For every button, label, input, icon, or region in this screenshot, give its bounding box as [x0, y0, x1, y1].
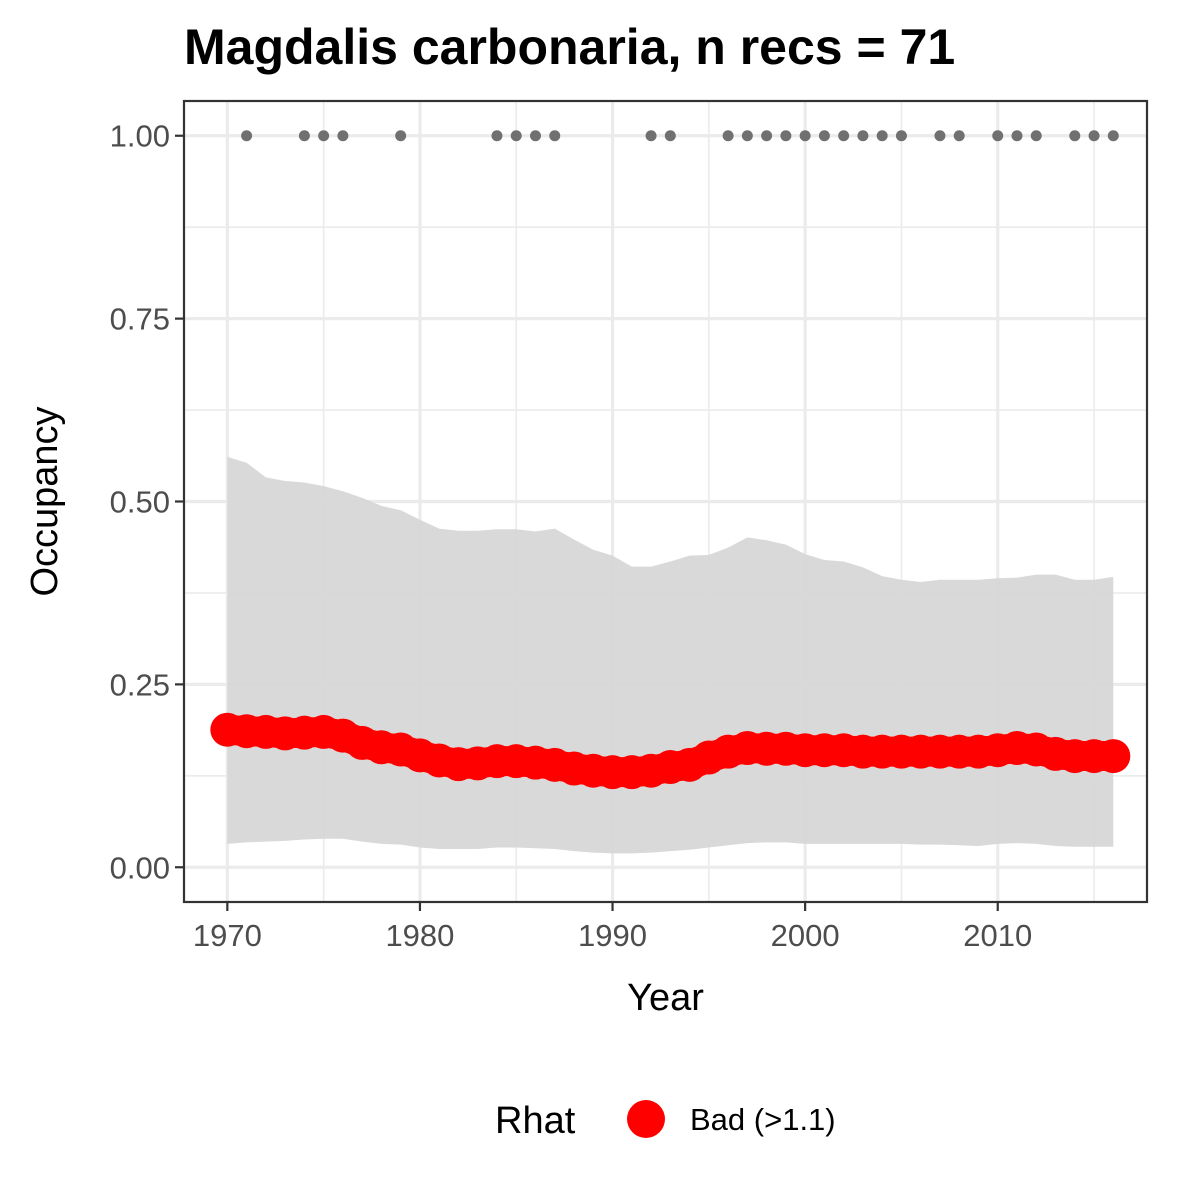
- record-point: [838, 130, 850, 142]
- record-point: [1088, 130, 1100, 142]
- y-tick-label: 0.00: [110, 850, 170, 885]
- x-tick-label: 2010: [963, 918, 1032, 953]
- y-axis: 0.00 0.25 0.50 0.75 1.00: [110, 119, 184, 885]
- occupancy-point: [1096, 739, 1131, 774]
- legend-title: Rhat: [495, 1100, 576, 1142]
- x-tick-label: 2000: [771, 918, 840, 953]
- x-tick-label: 1970: [193, 918, 262, 953]
- y-axis-title: Occupancy: [24, 406, 66, 596]
- record-point: [761, 130, 773, 142]
- record-point: [876, 130, 888, 142]
- record-point: [664, 130, 676, 142]
- record-point: [818, 130, 830, 142]
- record-point: [992, 130, 1004, 142]
- y-tick-label: 0.25: [110, 667, 170, 702]
- record-point: [722, 130, 734, 142]
- occupancy-trend-layer: [210, 712, 1131, 790]
- record-point: [318, 130, 330, 142]
- record-point: [799, 130, 811, 142]
- legend-label-bad: Bad (>1.1): [690, 1102, 836, 1137]
- record-point: [298, 130, 310, 142]
- x-axis-title: Year: [627, 977, 704, 1019]
- record-point: [857, 130, 869, 142]
- plot-panel: [182, 99, 1149, 904]
- record-point: [549, 130, 561, 142]
- record-point: [934, 130, 946, 142]
- record-point: [510, 130, 522, 142]
- record-point: [741, 130, 753, 142]
- record-point: [1069, 130, 1081, 142]
- record-point: [1030, 130, 1042, 142]
- record-point: [529, 130, 541, 142]
- record-point: [645, 130, 657, 142]
- x-tick-label: 1980: [385, 918, 454, 953]
- record-point: [780, 130, 792, 142]
- y-tick-label: 1.00: [110, 119, 170, 154]
- record-points-layer: [241, 130, 1119, 142]
- record-point: [241, 130, 253, 142]
- record-point: [1107, 130, 1119, 142]
- x-tick-label: 1990: [578, 918, 647, 953]
- record-point: [491, 130, 503, 142]
- y-tick-label: 0.75: [110, 302, 170, 337]
- y-tick-label: 0.50: [110, 485, 170, 520]
- record-point: [953, 130, 965, 142]
- record-point: [1011, 130, 1023, 142]
- record-point: [395, 130, 407, 142]
- legend-key-bad-marker: [627, 1100, 665, 1138]
- legend: Rhat Bad (>1.1): [495, 1100, 836, 1142]
- x-axis: 1970 1980 1990 2000 2010: [193, 902, 1032, 953]
- record-point: [337, 130, 349, 142]
- chart-title: Magdalis carbonaria, n recs = 71: [184, 19, 955, 75]
- record-point: [895, 130, 907, 142]
